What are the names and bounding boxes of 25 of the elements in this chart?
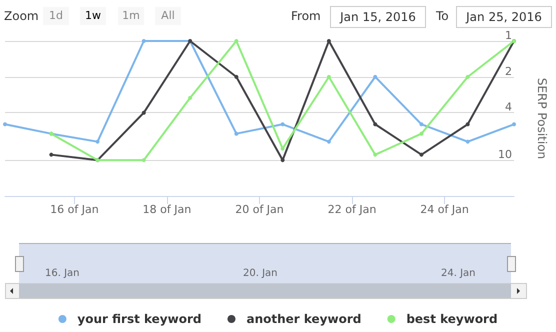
x-tick-label: 24 of Jan — [420, 203, 469, 216]
y-tick-label: 1 — [505, 29, 512, 42]
x-tick-label: 20 of Jan — [235, 203, 284, 216]
x-tick-label: 16 of Jan — [50, 203, 99, 216]
legend-label: best keyword — [406, 312, 498, 326]
zoom-button: 1m — [118, 7, 144, 25]
text: To — [436, 9, 449, 23]
y-tick-label: 4 — [505, 100, 512, 114]
text: Zoom — [4, 9, 39, 23]
y-tick-label: 10 — [498, 148, 512, 162]
legend-label: your first keyword — [77, 312, 202, 326]
zoom-button: All — [155, 7, 181, 25]
zoom-button: 1w — [80, 7, 106, 25]
text: 24. Jan — [441, 268, 476, 279]
x-tick-label: 18 of Jan — [142, 203, 192, 216]
y-tick-label: 2 — [505, 64, 512, 78]
text: From — [291, 9, 321, 23]
y-axis-title: SERP Position — [535, 78, 549, 160]
zoom-button: 1d — [43, 7, 69, 25]
text: 16. Jan — [45, 268, 80, 279]
legend-label: another keyword — [246, 312, 362, 326]
x-tick-label: 22 of Jan — [328, 203, 376, 216]
date-field: Jan 15, 2016 — [330, 6, 426, 28]
date-field: Jan 25, 2016 — [456, 6, 552, 28]
text: 20. Jan — [243, 268, 278, 279]
